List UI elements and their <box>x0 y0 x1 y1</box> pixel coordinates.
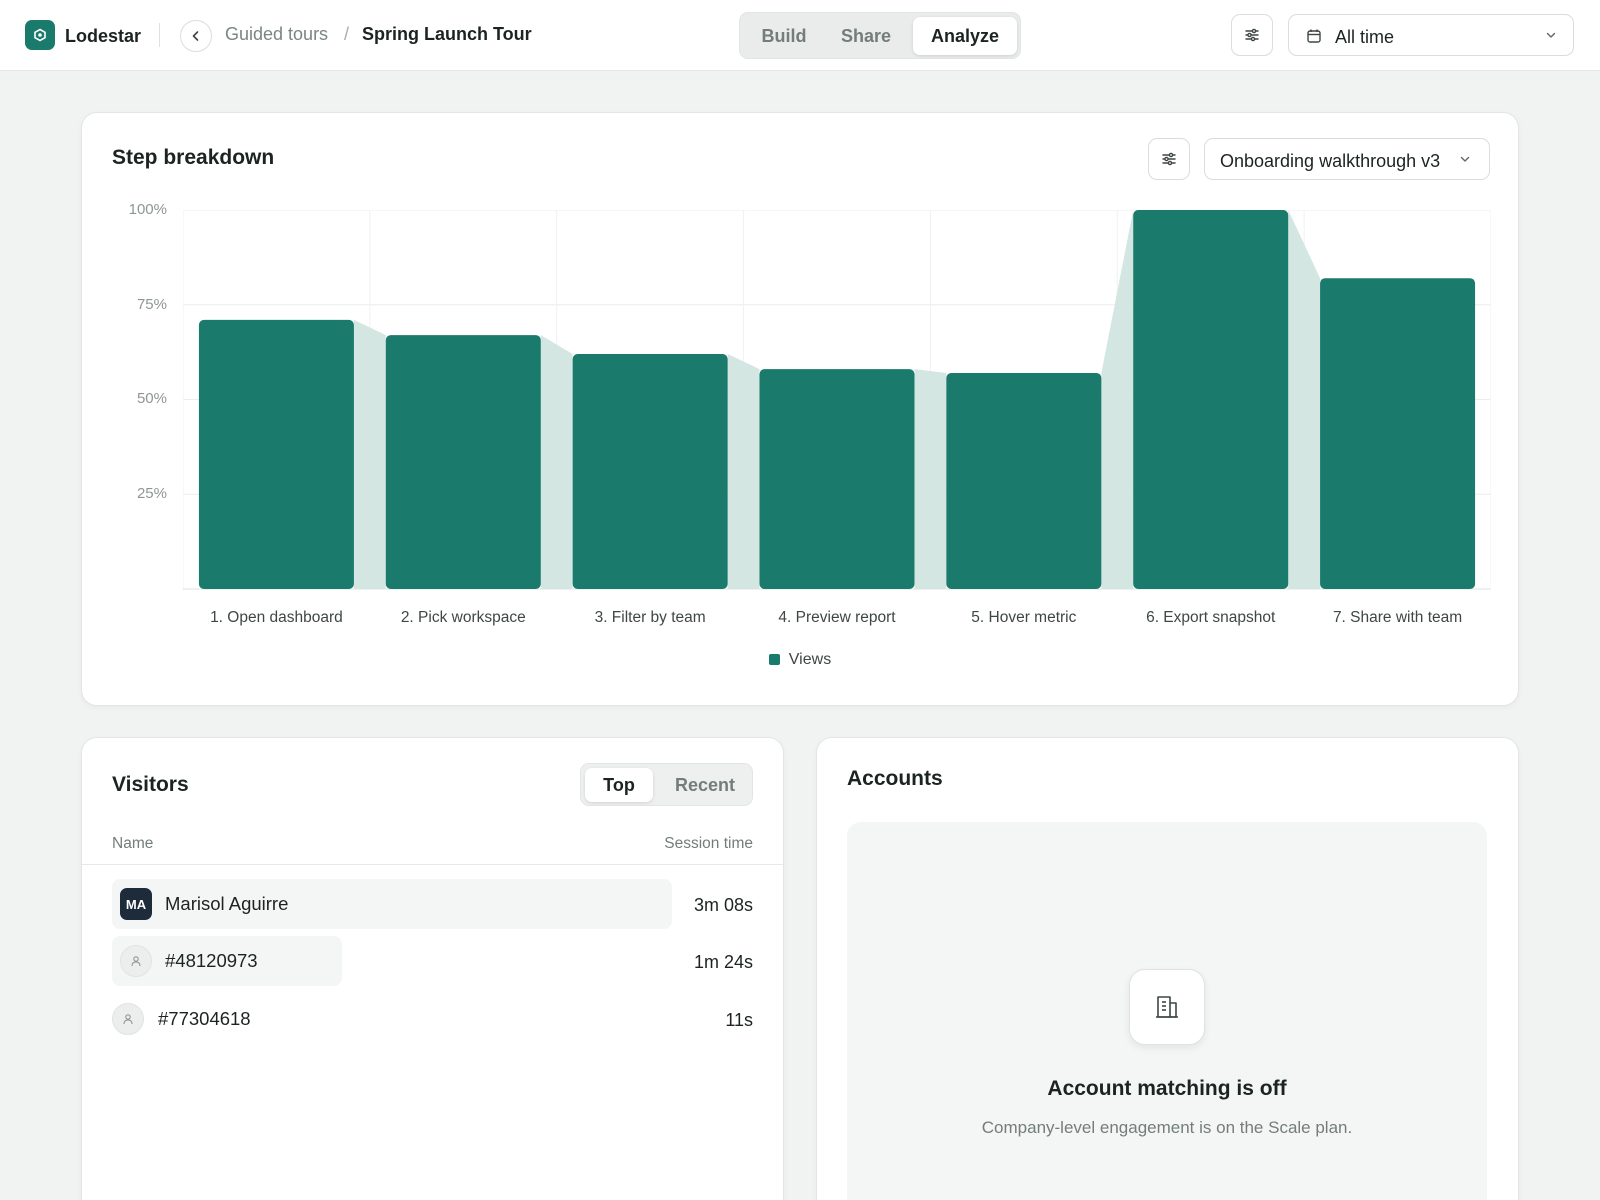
chevron-left-icon <box>192 31 199 41</box>
visitors-tabs: Top Recent <box>580 763 753 806</box>
anonymous-user-icon <box>112 1003 144 1035</box>
visitor-name: #77304618 <box>158 1008 251 1029</box>
tab-analyze[interactable]: Analyze <box>913 17 1017 55</box>
visitor-row[interactable]: #77304618 11s <box>112 994 753 1044</box>
visitor-name: #48120973 <box>165 950 258 971</box>
dropoff-area <box>914 369 947 589</box>
filter-button[interactable] <box>1231 14 1273 56</box>
visitor-highlight <box>112 879 672 929</box>
building-icon <box>1129 969 1205 1045</box>
sliders-icon <box>1245 28 1259 42</box>
sliders-icon <box>1162 152 1176 166</box>
visitor-session-time: 1m 24s <box>693 952 753 972</box>
x-tick-label: 3. Filter by team <box>594 609 706 626</box>
chart-legend: Views <box>82 651 1518 669</box>
accounts-empty-state: Account matching is off Company-level en… <box>847 822 1487 1200</box>
dropoff-area <box>1288 210 1321 589</box>
bar-3[interactable] <box>572 354 728 589</box>
y-tick-label: 25% <box>136 485 167 502</box>
date-range-label: All time <box>1335 27 1395 47</box>
tab-build[interactable]: Build <box>761 26 807 46</box>
dropoff-area <box>540 335 573 589</box>
x-tick-label: 4. Preview report <box>778 609 896 626</box>
bar-6[interactable] <box>1133 210 1289 589</box>
x-tick-label: 1. Open dashboard <box>210 609 343 626</box>
step-breakdown-chart <box>183 210 1491 590</box>
x-tick-label: 2. Pick workspace <box>400 609 526 626</box>
accounts-title: Accounts <box>847 767 943 790</box>
chevron-down-icon <box>1460 156 1470 162</box>
visitors-title: Visitors <box>112 773 189 796</box>
x-tick-label: 7. Share with team <box>1332 609 1463 626</box>
legend-swatch <box>768 654 780 665</box>
visitor-name: Marisol Aguirre <box>165 893 289 914</box>
tab-top[interactable]: Top <box>585 768 653 802</box>
visitor-session-time: 3m 08s <box>693 895 753 915</box>
bar-7[interactable] <box>1320 278 1476 589</box>
empty-state-description: Company-level engagement is on the Scale… <box>981 1118 1353 1137</box>
step-breakdown-card: Step breakdown Onboarding walkthrough v3… <box>81 112 1519 706</box>
chevron-down-icon <box>1546 32 1556 38</box>
breadcrumb-parent-link[interactable]: Guided tours <box>225 24 329 44</box>
y-tick-label: 75% <box>136 296 167 313</box>
breadcrumb-separator: / <box>344 24 350 44</box>
divider <box>159 23 160 47</box>
empty-state-title: Account matching is off <box>1047 1077 1287 1100</box>
accounts-card: Accounts Account matching is off Company… <box>816 737 1519 1200</box>
dropoff-area <box>1101 210 1134 589</box>
chart-settings-button[interactable] <box>1148 138 1190 180</box>
visitor-session-time: 11s <box>725 1010 753 1030</box>
visitors-card: Visitors Top Recent Name Session time MA… <box>81 737 784 1200</box>
avatar: MA <box>120 888 152 920</box>
bar-4[interactable] <box>759 369 915 589</box>
back-button[interactable] <box>180 20 212 52</box>
x-tick-label: 5. Hover metric <box>971 609 1077 626</box>
y-tick-label: 100% <box>128 201 167 218</box>
legend-label: Views <box>788 651 832 668</box>
tab-share[interactable]: Share <box>840 26 892 46</box>
dropoff-area <box>727 354 760 589</box>
top-bar: Lodestar Guided tours / Spring Launch To… <box>0 0 1600 71</box>
column-header-name: Name <box>112 835 154 852</box>
visitor-row[interactable]: #48120973 1m 24s <box>112 936 753 986</box>
step-breakdown-title: Step breakdown <box>112 146 275 169</box>
breadcrumb-current: Spring Launch Tour <box>362 24 532 44</box>
x-tick-label: 6. Export snapshot <box>1146 609 1276 626</box>
date-range-select[interactable]: All time <box>1288 14 1574 56</box>
anonymous-user-icon <box>120 945 152 977</box>
bar-1[interactable] <box>198 319 354 589</box>
visitor-row[interactable]: MA Marisol Aguirre 3m 08s <box>112 879 753 929</box>
tour-select-label: Onboarding walkthrough v3 <box>1220 151 1441 171</box>
divider <box>82 864 783 865</box>
mode-switcher: Build Share Analyze <box>739 12 1021 59</box>
bar-5[interactable] <box>946 372 1102 589</box>
bar-2[interactable] <box>385 335 541 589</box>
lodestar-logo-icon[interactable] <box>25 20 55 50</box>
tab-recent[interactable]: Recent <box>674 775 736 795</box>
column-header-session-time: Session time <box>664 835 753 852</box>
dropoff-area <box>353 319 386 589</box>
calendar-icon <box>1307 29 1321 43</box>
y-tick-label: 50% <box>136 390 167 407</box>
app-name: Lodestar <box>65 26 142 46</box>
tour-select[interactable]: Onboarding walkthrough v3 <box>1204 138 1490 180</box>
